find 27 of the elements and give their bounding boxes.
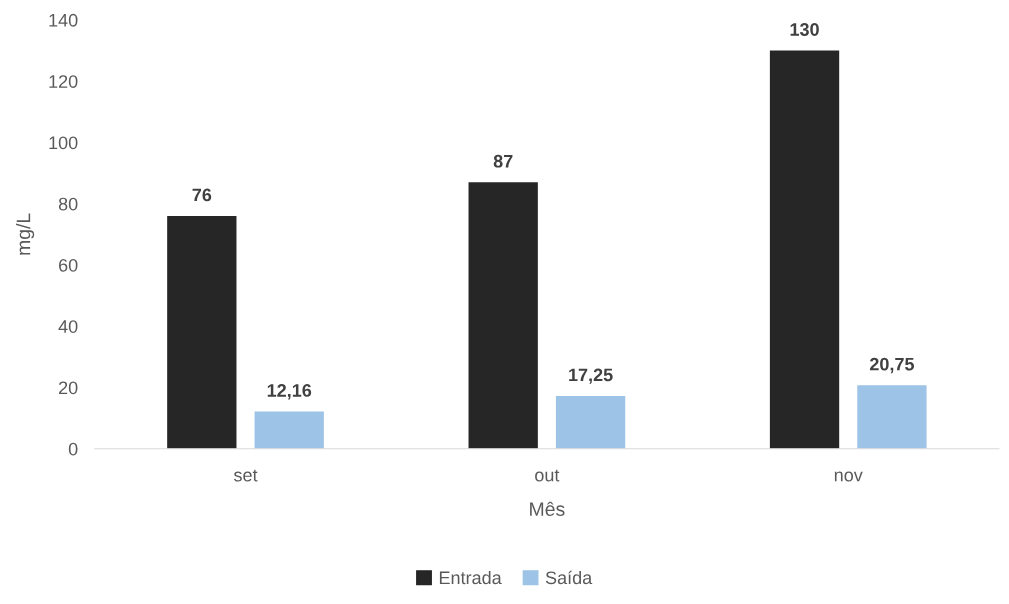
y-tick-label: 140 [49, 13, 78, 27]
data-label: 76 [192, 188, 212, 202]
x-tick-label: nov [834, 471, 863, 482]
y-tick-label: 0 [68, 442, 78, 456]
data-label: 87 [493, 154, 513, 168]
x-tick-label: set [233, 469, 258, 482]
data-label: 130 [790, 23, 819, 36]
data-label: 12,16 [267, 384, 312, 400]
bar [254, 411, 324, 449]
legend-label: Entrada [439, 570, 502, 585]
x-axis-title: Mês [530, 501, 565, 516]
legend-label: Saída [545, 570, 593, 585]
y-tick-label: 40 [58, 320, 78, 333]
data-label: 17,25 [569, 368, 613, 384]
bar [555, 395, 626, 449]
bar [468, 182, 538, 449]
y-tick-label: 60 [59, 258, 78, 272]
y-tick-label: 20 [59, 381, 78, 395]
bar [769, 50, 840, 449]
y-tick-label: 120 [49, 75, 78, 88]
y-axis-title: mg/L [16, 213, 35, 255]
x-tick-label: out [535, 469, 560, 482]
bar [167, 215, 237, 449]
y-tick-label: 100 [49, 136, 78, 150]
data-label: 20,75 [869, 357, 915, 374]
bar [857, 385, 927, 449]
y-tick-label: 80 [58, 197, 78, 211]
